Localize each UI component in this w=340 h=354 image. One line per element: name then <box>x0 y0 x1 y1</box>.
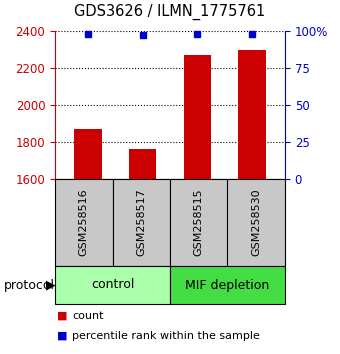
Text: count: count <box>72 311 103 321</box>
Bar <box>184 55 211 179</box>
Text: GSM258517: GSM258517 <box>136 189 146 256</box>
Text: protocol: protocol <box>3 279 54 291</box>
Text: MIF depletion: MIF depletion <box>185 279 270 291</box>
Text: ■: ■ <box>57 331 68 341</box>
Bar <box>129 149 156 179</box>
Text: ■: ■ <box>57 311 68 321</box>
Text: GSM258516: GSM258516 <box>79 189 89 256</box>
Text: ▶: ▶ <box>46 279 55 291</box>
Text: GDS3626 / ILMN_1775761: GDS3626 / ILMN_1775761 <box>74 4 266 20</box>
Text: GSM258530: GSM258530 <box>251 189 261 256</box>
Text: GSM258515: GSM258515 <box>194 189 204 256</box>
Text: percentile rank within the sample: percentile rank within the sample <box>72 331 260 341</box>
Text: control: control <box>91 279 134 291</box>
Bar <box>238 50 266 179</box>
Bar <box>74 129 102 179</box>
